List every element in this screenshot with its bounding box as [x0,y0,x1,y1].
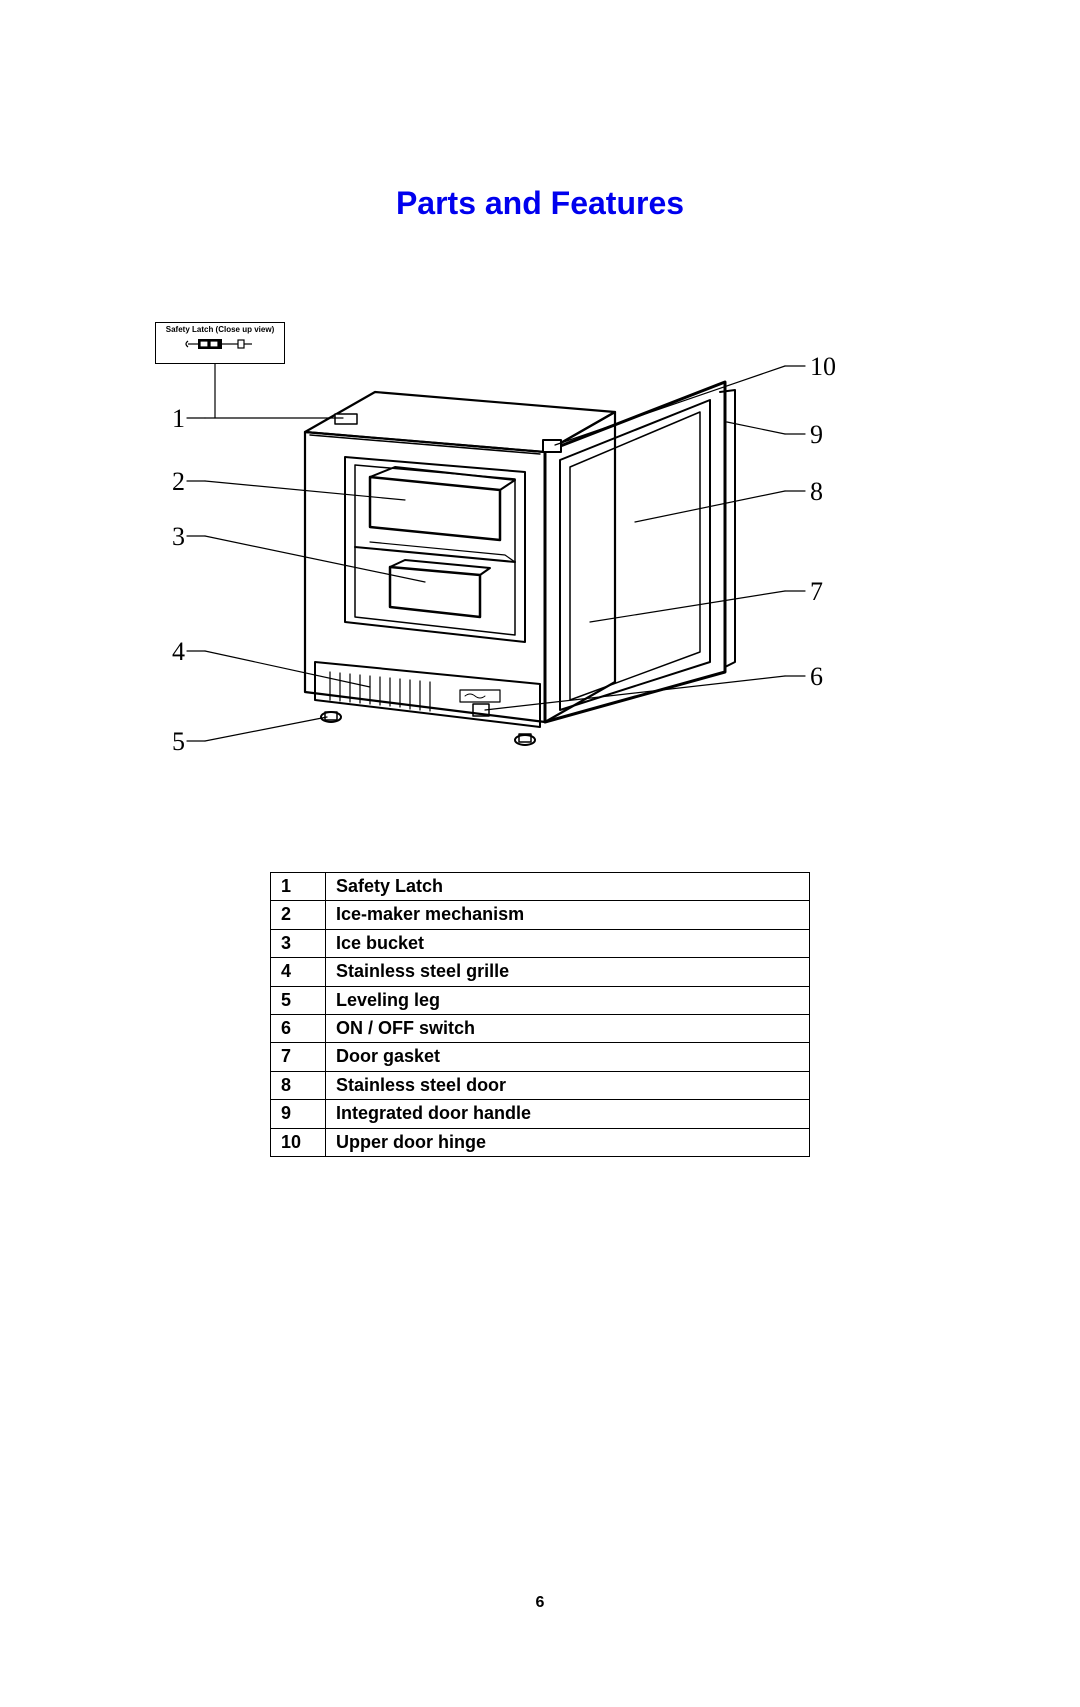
part-label: Stainless steel door [326,1071,810,1099]
part-num: 9 [271,1100,326,1128]
page-title: Parts and Features [0,185,1080,222]
part-num: 5 [271,986,326,1014]
part-num: 7 [271,1043,326,1071]
table-row: 4Stainless steel grille [271,958,810,986]
part-num: 6 [271,1014,326,1042]
part-label: Safety Latch [326,873,810,901]
callout-1: 1 [155,404,185,434]
table-row: 8Stainless steel door [271,1071,810,1099]
parts-diagram: Safety Latch (Close up view) [145,322,865,802]
table-row: 3Ice bucket [271,929,810,957]
part-num: 8 [271,1071,326,1099]
table-row: 2Ice-maker mechanism [271,901,810,929]
part-num: 1 [271,873,326,901]
part-num: 2 [271,901,326,929]
part-label: Ice bucket [326,929,810,957]
part-num: 4 [271,958,326,986]
callout-3: 3 [155,522,185,552]
table-row: 1Safety Latch [271,873,810,901]
table-row: 10Upper door hinge [271,1128,810,1156]
callout-2: 2 [155,467,185,497]
part-label: ON / OFF switch [326,1014,810,1042]
callout-5: 5 [155,727,185,757]
part-label: Upper door hinge [326,1128,810,1156]
callout-8: 8 [810,477,850,507]
part-label: Leveling leg [326,986,810,1014]
callout-4: 4 [155,637,185,667]
part-label: Ice-maker mechanism [326,901,810,929]
table-row: 5Leveling leg [271,986,810,1014]
part-label: Stainless steel grille [326,958,810,986]
appliance-diagram [145,322,865,802]
callout-9: 9 [810,420,850,450]
table-row: 7Door gasket [271,1043,810,1071]
callout-6: 6 [810,662,850,692]
part-label: Integrated door handle [326,1100,810,1128]
part-num: 3 [271,929,326,957]
callout-7: 7 [810,577,850,607]
table-row: 6ON / OFF switch [271,1014,810,1042]
table-row: 9Integrated door handle [271,1100,810,1128]
part-num: 10 [271,1128,326,1156]
parts-table: 1Safety Latch 2Ice-maker mechanism 3Ice … [270,872,810,1157]
part-label: Door gasket [326,1043,810,1071]
page-number: 6 [0,1594,1080,1612]
callout-10: 10 [810,352,850,382]
